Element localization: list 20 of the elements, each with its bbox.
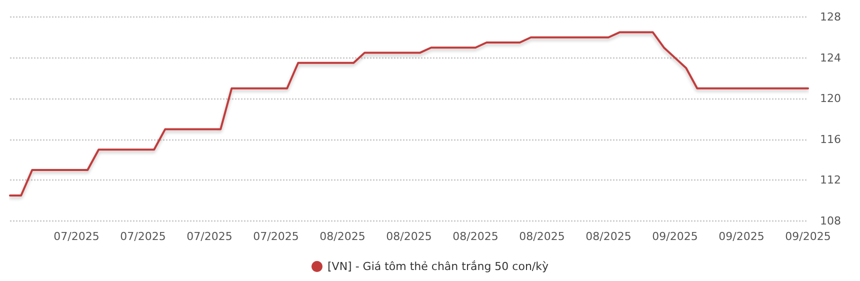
x-tick-label: 09/2025	[718, 230, 764, 243]
x-tick-label: 08/2025	[320, 230, 366, 243]
x-tick-label: 07/2025	[120, 230, 166, 243]
x-tick-label: 08/2025	[519, 230, 565, 243]
line-series	[9, 31, 809, 196]
x-tick-label: 08/2025	[452, 230, 498, 243]
y-tick-label: 112	[820, 174, 841, 187]
x-tick-label: 08/2025	[386, 230, 432, 243]
x-tick-label: 09/2025	[652, 230, 698, 243]
legend-label: [VN] - Giá tôm thẻ chân trắng 50 con/kỳ	[328, 260, 549, 273]
x-tick-label: 07/2025	[54, 230, 100, 243]
y-tick-label: 124	[820, 51, 841, 64]
y-tick-label: 128	[820, 10, 841, 24]
y-tick-label: 108	[820, 214, 841, 228]
x-tick-label: 09/2025	[785, 230, 831, 243]
y-tick-label: 120	[820, 92, 841, 106]
x-tick-label: 07/2025	[253, 230, 299, 243]
x-tick-label: 08/2025	[586, 230, 632, 243]
y-tick-label: 116	[820, 132, 841, 146]
x-tick-label: 07/2025	[186, 230, 232, 243]
